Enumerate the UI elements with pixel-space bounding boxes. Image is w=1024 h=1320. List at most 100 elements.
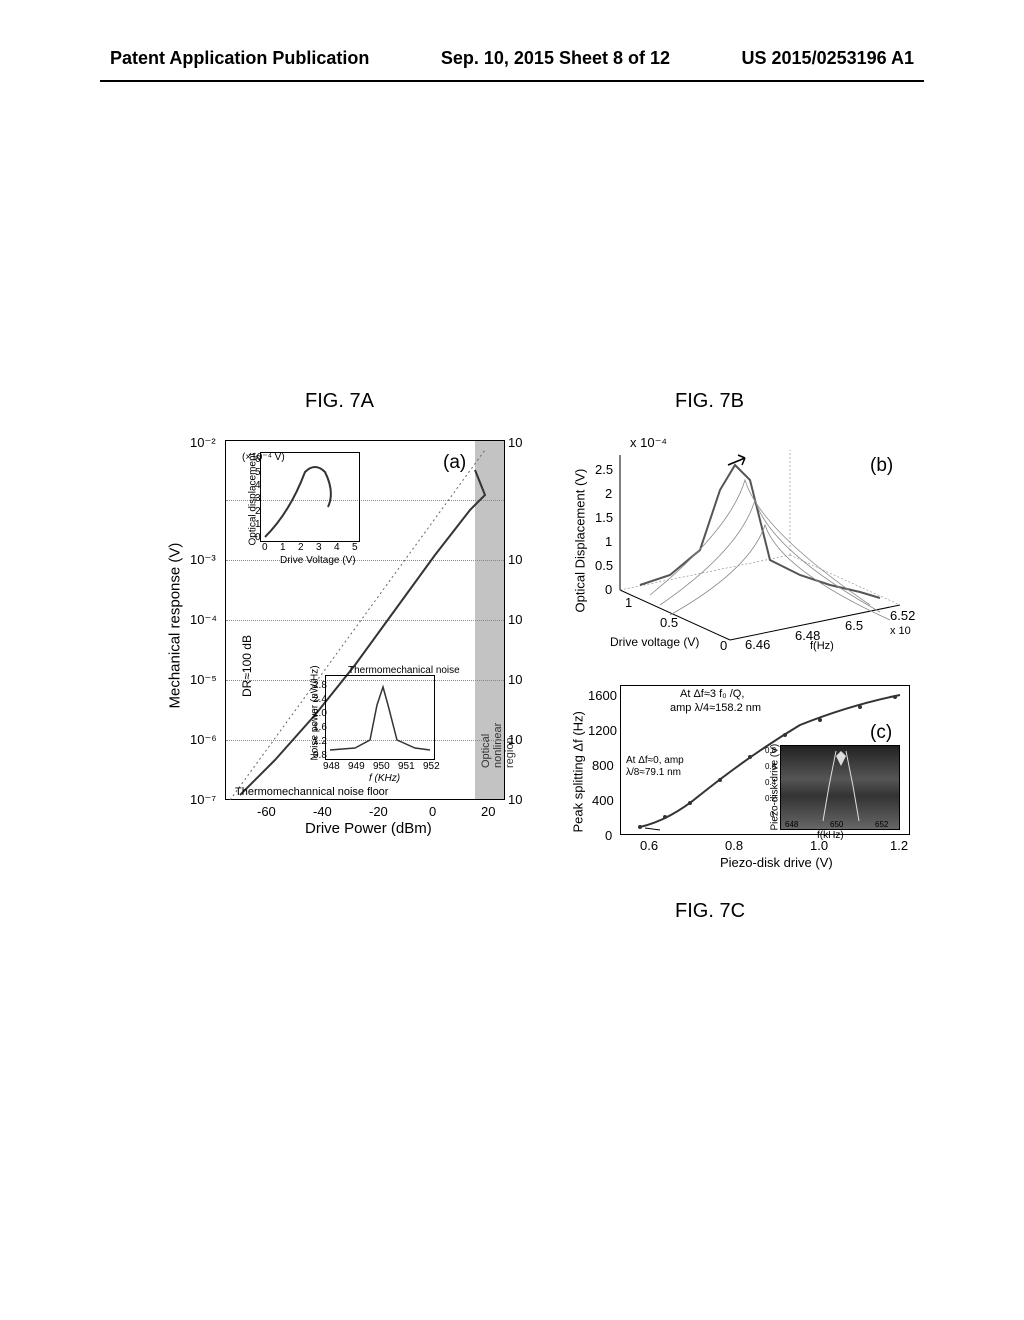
inset-c-heatmap [780,745,900,830]
inset-top-yt: 6 [255,454,261,465]
chart-7b: x 10⁻⁴ (b) Optical Displacement (V) 0 0.… [570,430,920,650]
inset-top-yt: 0 [255,532,261,543]
inset-bot-xt: 951 [398,761,415,772]
bx-tick: 0 [720,638,727,653]
inset-c-yt: 0.4 [765,778,776,787]
inset-top-xt: 4 [334,542,340,553]
inset-c-overlay [781,746,901,831]
noise-floor-label: Thermomechannical noise floor [235,786,388,798]
c-anno3: At Δf≈0, amp [626,755,684,766]
inset-c-yt: 0.6 [765,762,776,771]
z-tick: 2.5 [595,462,613,477]
x-tick: 20 [481,804,495,819]
chart-c-x-label: Piezo-disk drive (V) [720,855,833,870]
inset-bot-yt: 2.4 [313,694,327,705]
c-anno2: amp λ/4≈158.2 nm [670,702,761,714]
z-tick: 0.5 [595,558,613,573]
inset-c-yt: 0.8 [765,746,776,755]
inset-bot-xt: 952 [423,761,440,772]
inset-c-xlabel: f(kHz) [817,830,844,841]
cy-tick: 1200 [588,723,617,738]
c-anno4: λ/8≈79.1 nm [626,767,681,778]
inset-top-yt: 4 [255,480,261,491]
bx-tick: 1 [625,595,632,610]
inset-top-yt: 2 [255,506,261,517]
chart-b-yscale: x 10 [890,625,911,637]
z-tick: 0 [605,582,612,597]
inset-top-xt: 2 [298,542,304,553]
fig-7a-label: FIG. 7A [305,390,374,413]
by-tick: 6.46 [745,637,770,652]
chart-b-letter: (b) [870,455,893,477]
yr-tick: 10 [508,435,522,450]
chart-c-y-label: Peak splitting Δf (Hz) [571,711,586,832]
inset-top-xt: 0 [262,542,268,553]
inset-c-xt: 648 [785,820,798,829]
z-tick: 1.5 [595,510,613,525]
y-tick: 10⁻⁵ [190,672,217,688]
yr-tick: 10 [508,672,522,687]
bx-tick: 0.5 [660,615,678,630]
y-tick: 10⁻⁶ [190,732,217,748]
yr-tick: 10 [508,612,522,627]
inset-top-yscale: (×10⁻⁴ V) [242,452,285,463]
inset-bot-yt: 1.2 [313,736,327,747]
y-tick: 10⁻³ [190,552,216,568]
x-tick: 0 [429,804,436,819]
page-header: Patent Application Publication Sep. 10, … [0,48,1024,69]
by-tick: 6.5 [845,618,863,633]
inset-c-yt: 0 [770,810,774,819]
c-anno1: At Δf≈3 f₀ /Q, [680,688,744,700]
cx-tick: 1.2 [890,838,908,853]
inset-top-yt: 1 [255,519,261,530]
cx-tick: 0.6 [640,838,658,853]
dr-annotation: DR≈100 dB [240,635,254,697]
inset-top-xlabel: Drive Voltage (V) [280,555,356,566]
x-tick: -20 [369,804,388,819]
z-tick: 1 [605,534,612,549]
inset-bottom-curve [325,675,435,760]
inset-top-yt: 3 [255,493,261,504]
yr-tick: 10 [508,792,522,807]
inset-top-curve [260,452,360,542]
cy-tick: 0 [605,828,612,843]
chart-a-x-label: Drive Power (dBm) [305,820,432,837]
inset-c-xt: 650 [830,820,843,829]
x-tick: -40 [313,804,332,819]
cy-tick: 800 [592,758,614,773]
chart-a-letter: (a) [443,452,466,474]
cy-tick: 400 [592,793,614,808]
y-tick: 10⁻⁷ [190,792,216,808]
inset-bot-xlabel: f (KHz) [369,773,400,784]
chart-b-zscale: x 10⁻⁴ [630,435,667,451]
y-tick: 10⁻² [190,435,216,451]
chart-7a: Optical nonlinear region Mechanical resp… [185,430,525,830]
header-divider [100,80,924,82]
chart-b-3d [570,430,920,650]
y-tick: 10⁻⁴ [190,612,217,628]
fig-7c-label: FIG. 7C [675,900,745,923]
yr-tick: 10 [508,552,522,567]
thermo-noise-label: Thermomechanical noise [348,665,460,676]
fig-7b-label: FIG. 7B [675,390,744,413]
inset-top-yt: 5 [255,467,261,478]
header-center: Sep. 10, 2015 Sheet 8 of 12 [441,48,670,69]
chart-a-y-label: Mechanical response (V) [167,543,184,709]
yr-tick: 10 [508,732,522,747]
inset-c-yt: 0.2 [765,794,776,803]
header-right: US 2015/0253196 A1 [742,48,914,69]
x-tick: -60 [257,804,276,819]
by-tick: 6.52 [890,608,915,623]
inset-bot-xt: 948 [323,761,340,772]
inset-bot-yt: 0.8 [313,750,327,761]
inset-top-xt: 3 [316,542,322,553]
inset-bot-xt: 950 [373,761,390,772]
inset-bot-yt: 2.0 [313,708,327,719]
inset-bot-yt: 1.6 [313,722,327,733]
inset-top-xt: 1 [280,542,286,553]
inset-c-xt: 652 [875,820,888,829]
cy-tick: 1600 [588,688,617,703]
chart-b-y-label: f(Hz) [810,640,834,652]
inset-bot-xt: 949 [348,761,365,772]
cx-tick: 0.8 [725,838,743,853]
